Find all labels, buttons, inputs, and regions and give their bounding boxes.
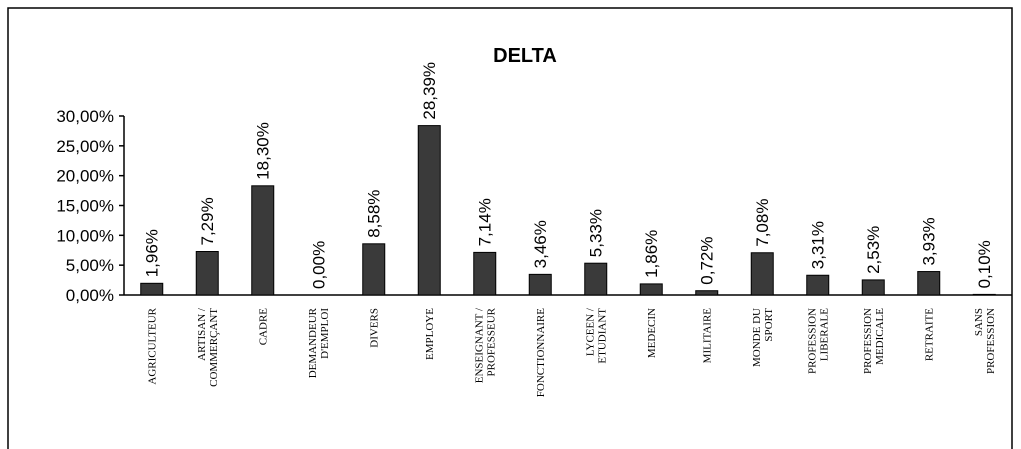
bar xyxy=(417,125,441,296)
value-label: 3,31% xyxy=(809,221,828,269)
bar xyxy=(140,282,164,296)
bar xyxy=(584,262,608,296)
y-tick-label: 30,00% xyxy=(56,107,114,126)
x-tick-label: EMPLOYE xyxy=(424,308,436,360)
x-tick-label: DEMANDEURD'EMPLOI xyxy=(307,307,331,378)
x-tick-label: AGRICULTEUR xyxy=(147,307,159,384)
bar xyxy=(861,279,885,296)
bar xyxy=(251,185,275,296)
value-label: 28,39% xyxy=(420,62,439,120)
x-tick-label: MONDE DUSPORT xyxy=(751,308,775,367)
y-tick-label: 10,00% xyxy=(56,226,114,245)
y-tick-label: 15,00% xyxy=(56,197,114,216)
bar xyxy=(917,271,941,296)
x-tick-label: MILITAIRE xyxy=(702,308,714,364)
y-tick-label: 0,00% xyxy=(66,286,114,305)
bar xyxy=(750,252,774,296)
y-tick-label: 5,00% xyxy=(66,256,114,275)
bar xyxy=(695,290,719,296)
bar xyxy=(806,274,830,296)
value-label: 0,10% xyxy=(975,240,994,288)
x-tick-label: ENSEIGNANT /PROFESSEUR xyxy=(474,307,498,383)
x-tick-label: PROFESSIONLIBERALE xyxy=(807,308,831,374)
bar xyxy=(528,273,552,296)
value-label: 1,96% xyxy=(143,229,162,277)
x-tick-label: CADRE xyxy=(258,308,270,346)
y-tick-label: 20,00% xyxy=(56,167,114,186)
value-label: 18,30% xyxy=(254,122,273,180)
value-label: 7,14% xyxy=(476,198,495,246)
value-label: 3,46% xyxy=(531,220,550,268)
x-tick-label: LYCEEN /ETUDIANT xyxy=(585,307,609,364)
x-tick-label: FONCTIONNAIRE xyxy=(535,308,547,398)
value-label: 0,00% xyxy=(309,241,328,289)
bar xyxy=(473,251,497,296)
value-label: 0,72% xyxy=(698,237,717,285)
value-label: 7,29% xyxy=(198,197,217,245)
x-tick-label: MEDECIN xyxy=(646,308,658,358)
bar xyxy=(639,283,663,296)
value-label: 1,86% xyxy=(642,230,661,278)
bar xyxy=(195,251,219,296)
value-label: 3,93% xyxy=(920,217,939,265)
x-tick-label: DIVERS xyxy=(369,308,381,348)
x-tick-label: PROFESSIONMEDICALE xyxy=(862,308,886,374)
value-label: 5,33% xyxy=(587,209,606,257)
bar xyxy=(972,293,996,296)
x-tick-label: SANSPROFESSION xyxy=(973,308,997,374)
y-tick-label: 25,00% xyxy=(56,137,114,156)
chart-frame xyxy=(7,7,1013,449)
x-tick-label: ARTISAN /COMMERÇANT xyxy=(196,307,220,387)
value-label: 2,53% xyxy=(864,226,883,274)
chart-title: DELTA xyxy=(493,45,557,67)
bar xyxy=(362,243,386,296)
x-tick-label: RETRAITE xyxy=(924,308,936,361)
value-label: 8,58% xyxy=(365,190,384,238)
value-label: 7,08% xyxy=(753,199,772,247)
